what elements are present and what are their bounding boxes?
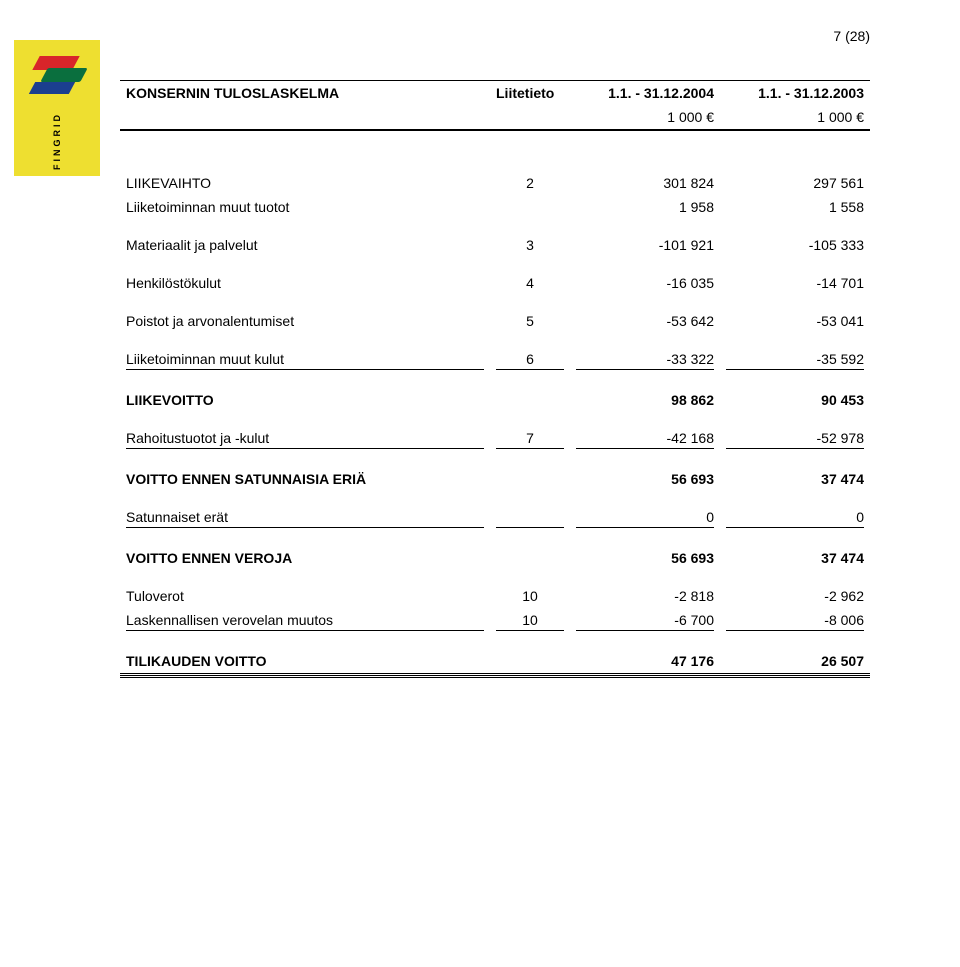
row-materiaalit-note: 3 bbox=[490, 219, 570, 257]
row-tuloverot-label: Tuloverot bbox=[120, 570, 490, 608]
row-muut-kulut-note: 6 bbox=[490, 333, 570, 374]
row-ennen-satunnaisia-v1: 56 693 bbox=[570, 453, 720, 491]
row-ennen-satunnaisia-v2: 37 474 bbox=[720, 453, 870, 491]
row-satunnaiset-v2: 0 bbox=[720, 491, 870, 532]
col-period1: 1.1. - 31.12.2004 bbox=[570, 81, 720, 105]
row-poistot-label: Poistot ja arvonalentumiset bbox=[120, 295, 490, 333]
row-ennen-satunnaisia-label: VOITTO ENNEN SATUNNAISIA ERIÄ bbox=[120, 453, 490, 491]
income-statement-table: KONSERNIN TULOSLASKELMA Liitetieto 1.1. … bbox=[120, 81, 870, 129]
row-tilikauden-label: TILIKAUDEN VOITTO bbox=[120, 635, 490, 673]
row-lask-verovelan-note: 10 bbox=[490, 608, 570, 635]
row-muut-kulut-v1: -33 322 bbox=[570, 333, 720, 374]
row-liikevaihto-v1: 301 824 bbox=[570, 171, 720, 195]
row-muut-kulut-v2: -35 592 bbox=[720, 333, 870, 374]
col-note-header: Liitetieto bbox=[490, 81, 570, 105]
row-ennen-veroja-v1: 56 693 bbox=[570, 532, 720, 570]
col-unit1: 1 000 € bbox=[570, 105, 720, 129]
row-henkilosto-v1: -16 035 bbox=[570, 257, 720, 295]
row-rahoitus-v2: -52 978 bbox=[720, 412, 870, 453]
row-liikevoitto-v2: 90 453 bbox=[720, 374, 870, 412]
row-henkilosto-v2: -14 701 bbox=[720, 257, 870, 295]
row-liikevoitto-label: LIIKEVOITTO bbox=[120, 374, 490, 412]
row-materiaalit-v2: -105 333 bbox=[720, 219, 870, 257]
row-muut-tuotot-v1: 1 958 bbox=[570, 195, 720, 219]
row-tuloverot-note: 10 bbox=[490, 570, 570, 608]
income-statement-body: LIIKEVAIHTO 2 301 824 297 561 Liiketoimi… bbox=[120, 171, 870, 673]
row-muut-kulut-label: Liiketoiminnan muut kulut bbox=[120, 333, 490, 374]
row-tuloverot-v2: -2 962 bbox=[720, 570, 870, 608]
row-liikevoitto-v1: 98 862 bbox=[570, 374, 720, 412]
table-title: KONSERNIN TULOSLASKELMA bbox=[120, 81, 490, 105]
row-rahoitus-label: Rahoitustuotot ja -kulut bbox=[120, 412, 490, 453]
row-lask-verovelan-label: Laskennallisen verovelan muutos bbox=[120, 608, 490, 635]
row-satunnaiset-label: Satunnaiset erät bbox=[120, 491, 490, 532]
row-tilikauden-v2: 26 507 bbox=[720, 635, 870, 673]
row-tilikauden-v1: 47 176 bbox=[570, 635, 720, 673]
bottom-rule bbox=[120, 673, 870, 678]
row-rahoitus-note: 7 bbox=[490, 412, 570, 453]
page-number: 7 (28) bbox=[833, 28, 870, 44]
col-unit2: 1 000 € bbox=[720, 105, 870, 129]
row-materiaalit-v1: -101 921 bbox=[570, 219, 720, 257]
row-muut-tuotot-v2: 1 558 bbox=[720, 195, 870, 219]
row-satunnaiset-v1: 0 bbox=[570, 491, 720, 532]
company-logo: FINGRID bbox=[14, 40, 100, 176]
row-materiaalit-label: Materiaalit ja palvelut bbox=[120, 219, 490, 257]
row-poistot-v1: -53 642 bbox=[570, 295, 720, 333]
row-henkilosto-label: Henkilöstökulut bbox=[120, 257, 490, 295]
row-tuloverot-v1: -2 818 bbox=[570, 570, 720, 608]
row-muut-tuotot-label: Liiketoiminnan muut tuotot bbox=[120, 195, 490, 219]
col-period2: 1.1. - 31.12.2003 bbox=[720, 81, 870, 105]
row-ennen-veroja-label: VOITTO ENNEN VEROJA bbox=[120, 532, 490, 570]
row-poistot-v2: -53 041 bbox=[720, 295, 870, 333]
row-liikevaihto-label: LIIKEVAIHTO bbox=[120, 171, 490, 195]
row-poistot-note: 5 bbox=[490, 295, 570, 333]
row-ennen-veroja-v2: 37 474 bbox=[720, 532, 870, 570]
row-rahoitus-v1: -42 168 bbox=[570, 412, 720, 453]
row-lask-verovelan-v1: -6 700 bbox=[570, 608, 720, 635]
logo-text: FINGRID bbox=[52, 112, 62, 170]
row-liikevaihto-note: 2 bbox=[490, 171, 570, 195]
row-lask-verovelan-v2: -8 006 bbox=[720, 608, 870, 635]
row-liikevaihto-v2: 297 561 bbox=[720, 171, 870, 195]
row-henkilosto-note: 4 bbox=[490, 257, 570, 295]
